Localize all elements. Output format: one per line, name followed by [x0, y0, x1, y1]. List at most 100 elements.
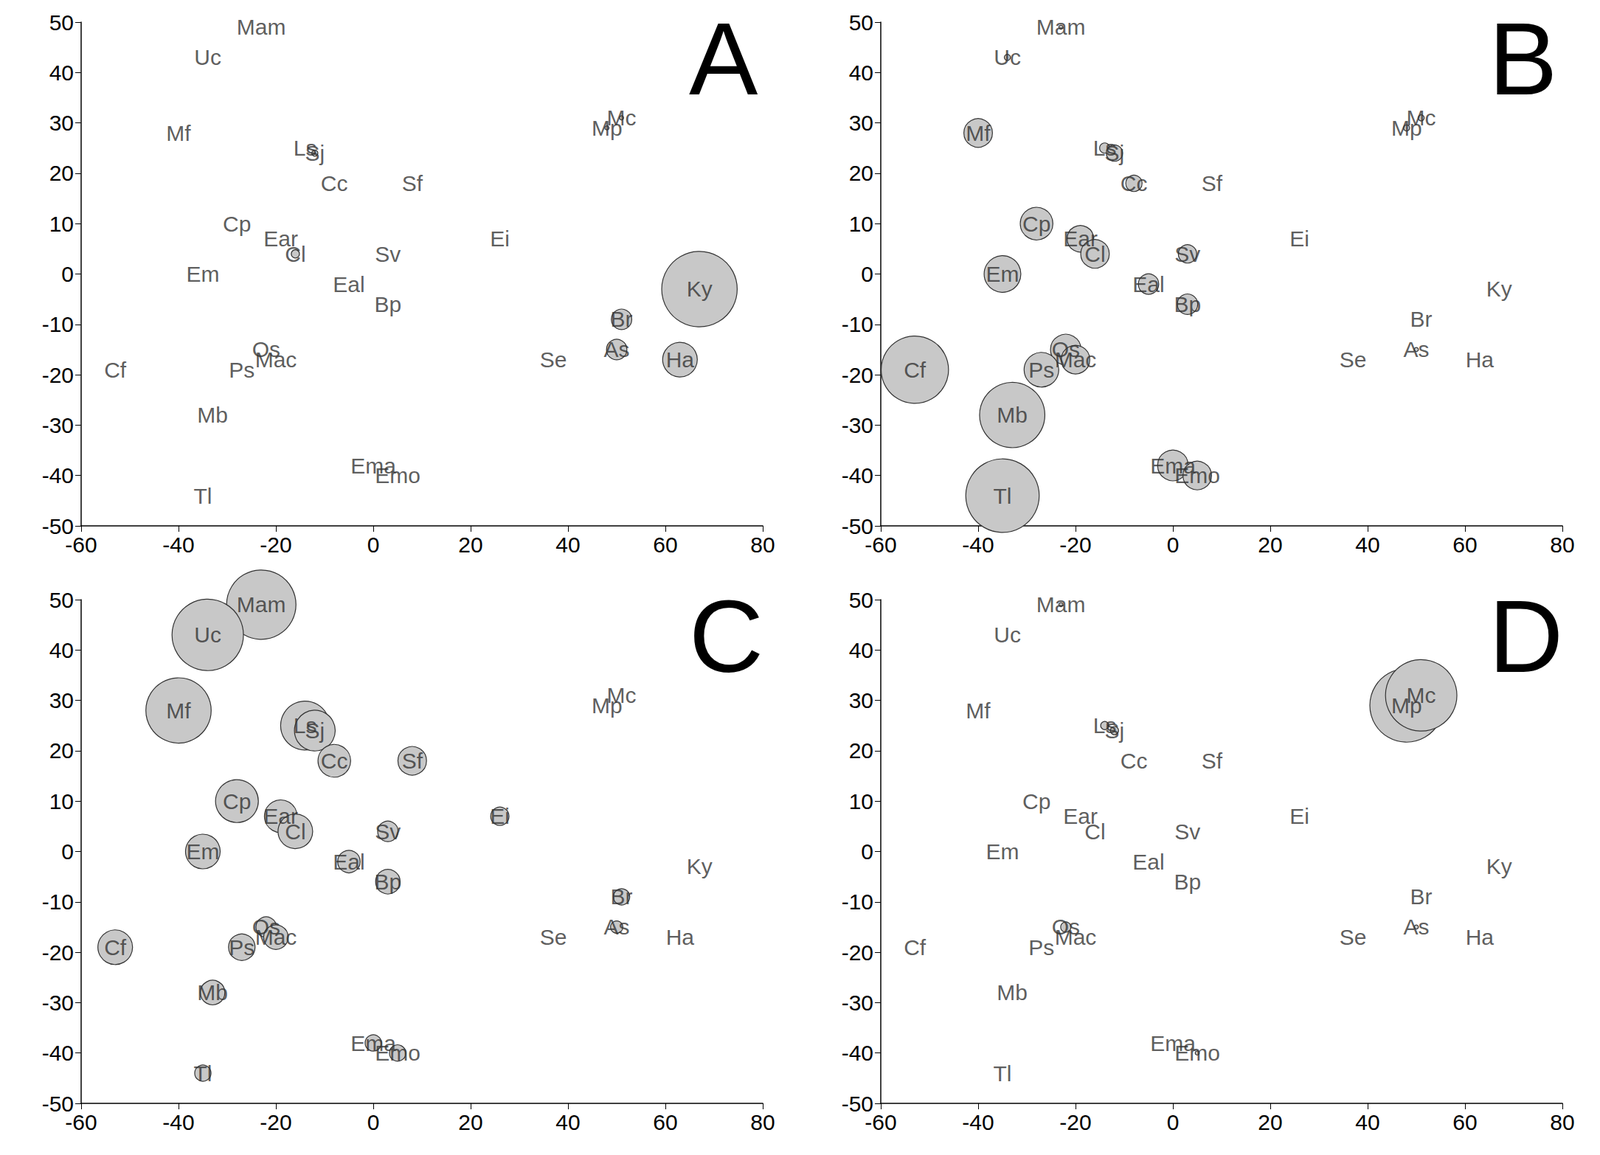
- svg-text:-20: -20: [42, 940, 74, 965]
- svg-text:Ha: Ha: [1465, 347, 1495, 372]
- svg-text:50: 50: [849, 10, 874, 35]
- svg-text:-60: -60: [864, 532, 897, 557]
- svg-text:-60: -60: [64, 1110, 97, 1135]
- svg-text:Cp: Cp: [1022, 211, 1051, 237]
- svg-text:Ps: Ps: [228, 357, 255, 383]
- svg-text:-40: -40: [961, 532, 994, 557]
- svg-text:Ei: Ei: [489, 226, 510, 251]
- svg-text:Uc: Uc: [194, 622, 222, 647]
- svg-text:Sv: Sv: [1174, 241, 1201, 267]
- svg-text:-60: -60: [64, 532, 97, 557]
- svg-text:Tl: Tl: [993, 1061, 1013, 1086]
- svg-text:-10: -10: [42, 889, 74, 914]
- svg-text:0: 0: [61, 839, 74, 864]
- svg-text:Tl: Tl: [194, 483, 213, 509]
- svg-text:As: As: [603, 914, 630, 940]
- svg-text:-20: -20: [1059, 532, 1092, 557]
- svg-text:Ei: Ei: [1289, 226, 1310, 251]
- svg-text:Mb: Mb: [196, 402, 228, 428]
- svg-text:Tl: Tl: [993, 483, 1013, 509]
- svg-text:Br: Br: [610, 306, 633, 332]
- svg-text:Bp: Bp: [373, 869, 402, 895]
- svg-text:Bp: Bp: [373, 292, 402, 317]
- svg-text:20: 20: [849, 738, 874, 763]
- svg-text:Cp: Cp: [222, 789, 251, 814]
- svg-text:80: 80: [1549, 532, 1575, 557]
- svg-text:60: 60: [652, 1110, 678, 1135]
- svg-text:40: 40: [49, 638, 74, 663]
- svg-text:Br: Br: [1410, 884, 1433, 909]
- svg-text:B: B: [1488, 0, 1558, 117]
- svg-text:Ps: Ps: [1028, 357, 1055, 383]
- svg-text:80: 80: [750, 1110, 775, 1135]
- svg-text:Ky: Ky: [686, 276, 713, 301]
- svg-text:Tl: Tl: [194, 1061, 213, 1086]
- svg-text:Ky: Ky: [1486, 854, 1513, 879]
- svg-text:Cl: Cl: [1084, 819, 1106, 844]
- svg-text:Eal: Eal: [332, 849, 365, 875]
- svg-text:Eal: Eal: [332, 272, 365, 297]
- svg-text:Mb: Mb: [996, 402, 1028, 428]
- svg-text:20: 20: [49, 160, 74, 186]
- svg-text:-40: -40: [162, 1110, 195, 1135]
- svg-text:Mc: Mc: [607, 105, 637, 130]
- svg-text:Cp: Cp: [1022, 789, 1051, 814]
- svg-text:Emo: Emo: [1174, 463, 1221, 488]
- svg-text:Cc: Cc: [320, 171, 349, 196]
- svg-text:60: 60: [1452, 1110, 1477, 1135]
- svg-text:80: 80: [750, 532, 775, 557]
- svg-text:Eal: Eal: [1132, 849, 1165, 875]
- svg-text:Mac: Mac: [1054, 925, 1097, 950]
- svg-text:Cl: Cl: [284, 819, 306, 844]
- svg-text:Cl: Cl: [1084, 241, 1106, 267]
- svg-text:Cc: Cc: [1120, 171, 1148, 196]
- svg-text:0: 0: [367, 532, 380, 557]
- svg-text:40: 40: [849, 60, 874, 85]
- svg-text:Sj: Sj: [1104, 718, 1125, 743]
- svg-text:Mf: Mf: [965, 120, 991, 146]
- svg-text:-20: -20: [42, 362, 74, 388]
- svg-text:0: 0: [860, 261, 874, 287]
- svg-text:Mac: Mac: [1054, 347, 1097, 372]
- svg-text:40: 40: [849, 638, 874, 663]
- svg-text:Uc: Uc: [993, 44, 1021, 70]
- svg-text:20: 20: [849, 160, 874, 186]
- svg-text:Uc: Uc: [993, 622, 1021, 647]
- svg-text:60: 60: [1452, 532, 1477, 557]
- svg-text:-10: -10: [42, 312, 74, 337]
- svg-text:Cf: Cf: [104, 935, 127, 960]
- svg-text:Sf: Sf: [1201, 171, 1224, 196]
- svg-text:Sv: Sv: [374, 819, 401, 844]
- svg-text:20: 20: [49, 738, 74, 763]
- svg-text:Em: Em: [186, 261, 220, 287]
- svg-text:Mb: Mb: [996, 980, 1028, 1005]
- svg-text:Br: Br: [1410, 306, 1433, 332]
- svg-text:Ei: Ei: [1289, 804, 1310, 829]
- svg-text:40: 40: [1355, 532, 1380, 557]
- svg-text:As: As: [1403, 914, 1429, 940]
- svg-text:-20: -20: [841, 940, 874, 965]
- svg-text:-40: -40: [841, 1040, 874, 1066]
- svg-text:Bp: Bp: [1173, 292, 1201, 317]
- svg-text:10: 10: [849, 789, 874, 814]
- svg-text:Ha: Ha: [666, 347, 695, 372]
- svg-text:10: 10: [49, 211, 74, 237]
- svg-text:Mb: Mb: [196, 980, 228, 1005]
- svg-text:C: C: [688, 578, 764, 695]
- svg-text:Cc: Cc: [1120, 748, 1148, 774]
- svg-text:-20: -20: [1059, 1110, 1092, 1135]
- svg-text:30: 30: [49, 688, 74, 713]
- svg-text:Br: Br: [610, 884, 633, 909]
- svg-text:Mc: Mc: [1406, 105, 1437, 130]
- svg-text:Ky: Ky: [1486, 276, 1513, 301]
- svg-text:-30: -30: [841, 413, 874, 438]
- svg-text:Sf: Sf: [402, 171, 424, 196]
- svg-text:Em: Em: [986, 261, 1020, 287]
- svg-text:Ha: Ha: [666, 925, 695, 950]
- svg-text:50: 50: [49, 10, 74, 35]
- svg-text:Se: Se: [539, 347, 568, 372]
- svg-text:Cc: Cc: [320, 748, 349, 774]
- svg-text:0: 0: [61, 261, 74, 287]
- svg-text:0: 0: [860, 839, 874, 864]
- svg-text:20: 20: [458, 532, 483, 557]
